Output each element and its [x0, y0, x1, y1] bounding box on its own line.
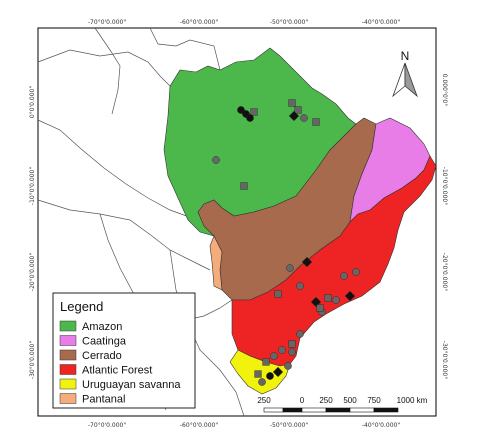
legend-label: Atlantic Forest: [82, 365, 152, 377]
occurrence-point: [266, 372, 274, 380]
occurrence-point: [301, 256, 313, 268]
legend-label: Pantanal: [82, 394, 125, 406]
tick-left: -10°0'0.000": [29, 167, 36, 205]
scale-label: 750: [367, 396, 381, 405]
tick-right: -20°0'0.000°: [441, 253, 448, 291]
scale-label: 0: [300, 396, 305, 405]
occurrence-point: [240, 182, 248, 190]
scale-segment: [373, 407, 399, 413]
tick-bottom: -70°0'0.000": [88, 422, 126, 429]
graticule-bottom: -70°0'0.000" -60°0'0.000" -50°0'0.000" -…: [88, 422, 400, 429]
scale-bar: 250 0 250 500 750 1000 km: [257, 396, 428, 413]
occurrence-point: [288, 99, 296, 107]
tick-top: -60°0'0.000": [180, 19, 218, 26]
occurrence-point: [296, 282, 304, 290]
occurrence-point: [288, 110, 300, 122]
legend-label: Uruguayan savanna: [82, 379, 181, 391]
occurrence-point: [332, 296, 340, 304]
scale-segment: [282, 407, 303, 413]
scale-label: 500: [343, 396, 357, 405]
tick-left: 0°0'0.000": [29, 86, 36, 118]
legend-swatch: [59, 393, 77, 404]
tick-left: -30°0'0.000": [29, 341, 36, 379]
legend-title: Legend: [60, 299, 103, 314]
tick-bottom: -50°0'0.000": [270, 422, 308, 429]
occurrence-point: [278, 346, 286, 354]
legend-swatch: [59, 349, 77, 361]
occurrence-point: [262, 358, 270, 366]
occurrence-points: [212, 99, 360, 386]
north-label: N: [401, 49, 410, 63]
scale-label: 1000 km: [397, 396, 428, 405]
occurrence-point: [300, 114, 308, 122]
occurrence-point: [344, 290, 356, 302]
occurrence-point: [270, 352, 278, 360]
tick-bottom: -60°0'0.000": [180, 422, 218, 429]
occurrence-point: [316, 304, 324, 312]
legend-swatch: [59, 364, 77, 375]
graticule-top: -70°0'0.000" -60°0'0.000" -50°0'0.000" -…: [88, 19, 400, 26]
occurrence-point: [324, 294, 332, 302]
scale-label: 250: [319, 396, 333, 405]
occurrence-point: [237, 106, 245, 114]
legend-label: Caatinga: [82, 336, 127, 348]
tick-right: -10°0'0.000°: [441, 167, 448, 205]
occurrence-point: [288, 340, 296, 348]
legend-swatch: [59, 335, 77, 346]
scale-segment: [301, 407, 327, 413]
tick-bottom: -40°0'0.000": [362, 422, 400, 429]
occurrence-point: [352, 268, 360, 276]
occurrence-point: [274, 290, 282, 298]
region-pantanal: [209, 235, 223, 291]
tick-left: -20°0'0.000": [29, 253, 36, 291]
graticule-right: 0.000°0'0° -10°0'0.000° -20°0'0.000° -30…: [441, 74, 448, 379]
legend-label: Amazon: [82, 321, 122, 333]
north-arrow: N: [392, 49, 418, 98]
scale-label: 250: [257, 396, 271, 405]
occurrence-point: [246, 114, 254, 122]
scale-segment: [349, 407, 375, 413]
occurrence-point: [312, 118, 320, 126]
occurrence-point: [212, 156, 220, 164]
tick-top: -70°0'0.000": [88, 19, 126, 26]
legend: Legend Amazon Caatinga Cerrado Atlantic For…: [52, 292, 196, 409]
occurrence-point: [294, 106, 302, 114]
occurrence-point: [258, 378, 266, 386]
occurrence-point: [284, 362, 292, 370]
tick-top: -40°0'0.000": [362, 19, 400, 26]
tick-top: -50°0'0.000": [270, 19, 308, 26]
occurrence-point: [288, 348, 296, 356]
occurrence-point: [340, 272, 348, 280]
biome-regions: [163, 47, 437, 395]
tick-right: -30°0'0.000°: [441, 341, 448, 379]
legend-swatch: [59, 320, 77, 332]
scale-segment: [263, 407, 284, 413]
occurrence-point: [286, 264, 294, 272]
legend-box: [52, 292, 196, 409]
occurrence-point: [254, 370, 262, 378]
occurrence-point: [272, 366, 284, 378]
legend-items: Amazon Caatinga Cerrado Atlantic Forest Urug…: [59, 320, 181, 406]
graticule-left: 0°0'0.000" -10°0'0.000" -20°0'0.000" -30…: [29, 86, 36, 379]
north-arrow-shade: [404, 62, 418, 98]
occurrence-point: [250, 108, 258, 116]
legend-swatch: [59, 378, 77, 390]
scale-segment: [325, 407, 351, 413]
legend-label: Cerrado: [82, 350, 122, 362]
occurrence-point: [296, 330, 304, 338]
tick-right: 0.000°0'0°: [441, 74, 448, 106]
